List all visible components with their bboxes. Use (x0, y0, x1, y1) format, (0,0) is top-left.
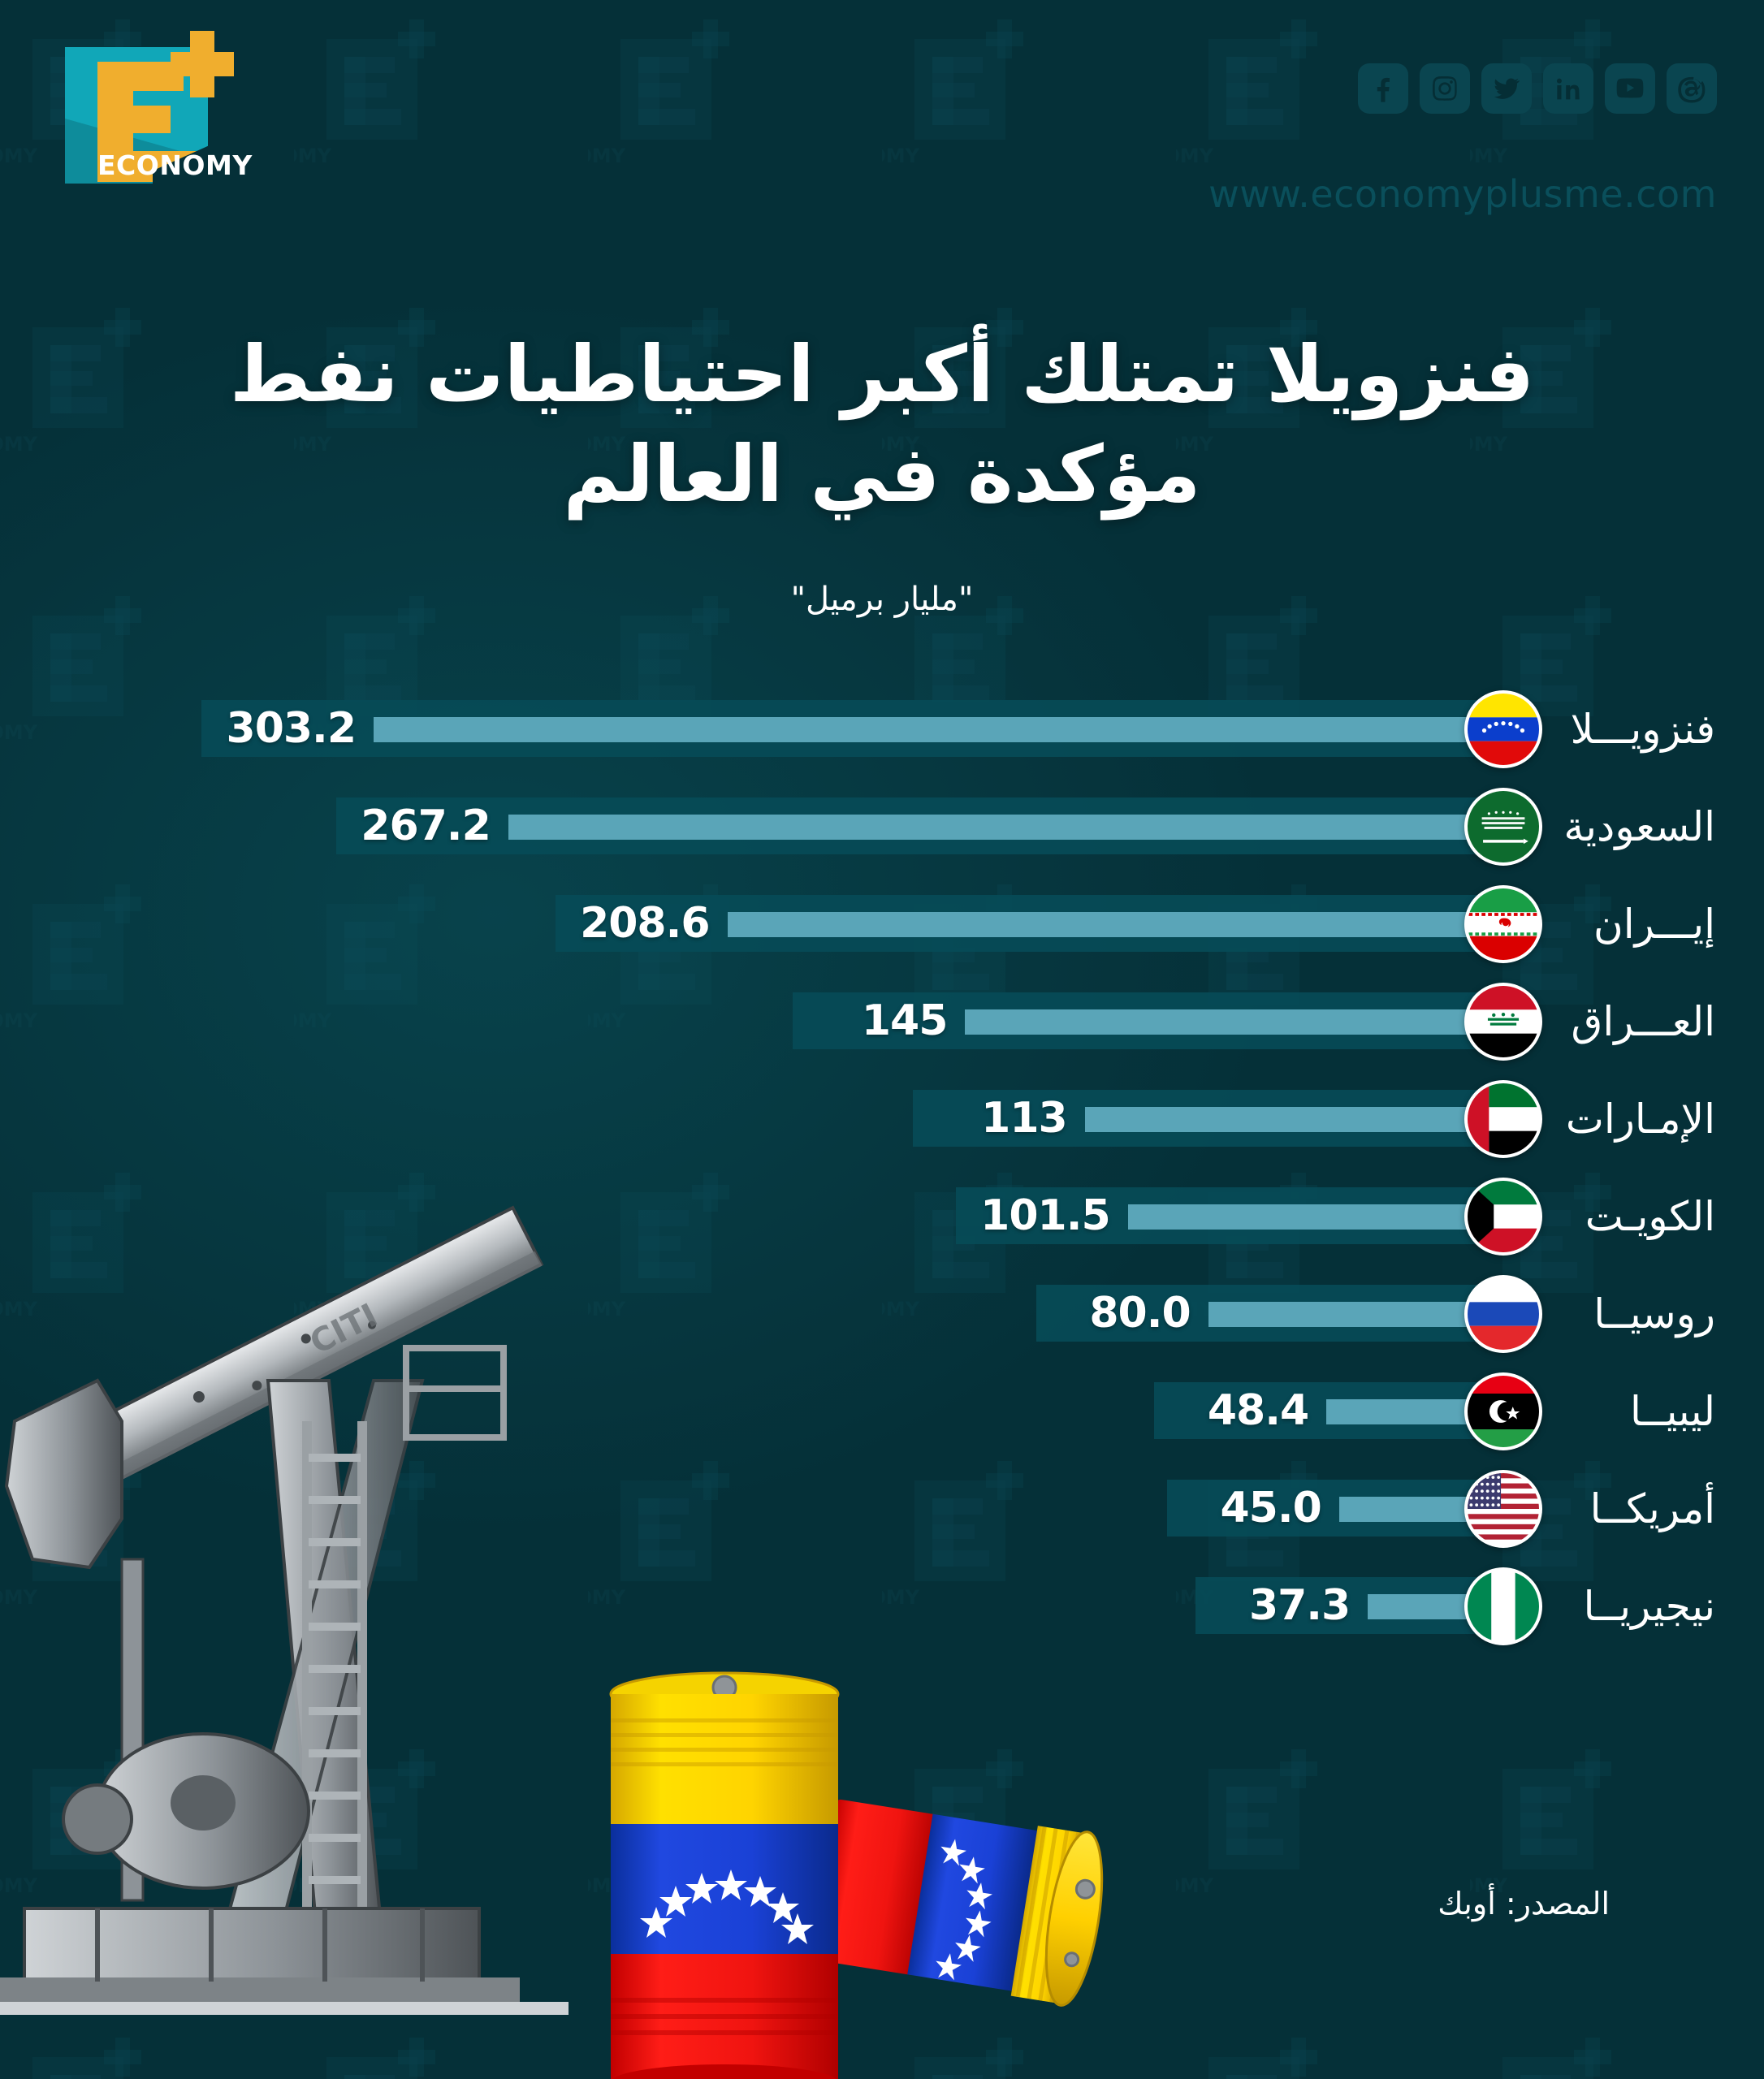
bar-value-label: 303.2 (226, 704, 357, 753)
bar-fill (965, 1009, 1507, 1035)
logo-e-mid (97, 106, 171, 133)
threads-icon[interactable] (1667, 63, 1717, 114)
twitter-icon[interactable] (1481, 63, 1532, 114)
youtube-icon[interactable] (1605, 63, 1655, 114)
chart-row: 267.2 السعودية (0, 784, 1764, 881)
chart-row: 80.0 روسيــا (0, 1271, 1764, 1368)
bar-value-label: 113 (981, 1094, 1068, 1143)
source-note: المصدر: أوبك (1438, 1886, 1610, 1921)
logo-plus-horizontal (171, 52, 234, 76)
chart-row: 208.6 إيـــران (0, 881, 1764, 979)
bar-value-label: 145 (861, 996, 949, 1045)
flag-icon-uae (1464, 1080, 1542, 1158)
bar-value-label: 45.0 (1220, 1484, 1321, 1532)
country-name-label: نيجيريــا (1583, 1583, 1715, 1630)
brand-logo[interactable]: ECONOMY (47, 23, 258, 187)
chart-row: 113 الإمـارات (0, 1076, 1764, 1173)
bar-value-label: 48.4 (1207, 1386, 1309, 1435)
flag-icon-iraq (1464, 983, 1542, 1061)
bar-value-label: 101.5 (980, 1191, 1110, 1240)
flag-icon-venezuela (1464, 690, 1542, 768)
instagram-icon[interactable] (1420, 63, 1470, 114)
flag-icon-nigeria (1464, 1567, 1542, 1645)
bar-fill (374, 717, 1507, 742)
flag-icon-usa (1464, 1470, 1542, 1548)
oil-barrels-venezuela-image (569, 1657, 1137, 2079)
country-name-label: الإمـارات (1565, 1096, 1715, 1143)
chart-row: 303.2 فنزويـــلا (0, 686, 1764, 784)
chart-row: 45.0 أمريكــا (0, 1466, 1764, 1563)
bar-fill (508, 815, 1507, 840)
country-name-label: الكويـت (1585, 1193, 1715, 1240)
chart-row: 145 العـــراق (0, 979, 1764, 1076)
chart-row: 48.4 ليبيــا (0, 1368, 1764, 1466)
country-name-label: روسيــا (1593, 1290, 1715, 1338)
bar-fill (1084, 1107, 1507, 1132)
website-url[interactable]: www.economyplusme.com (1208, 172, 1717, 216)
linkedin-icon[interactable] (1543, 63, 1593, 114)
country-name-label: إيـــران (1593, 901, 1715, 948)
bar-value-label: 208.6 (580, 899, 710, 948)
bar-fill (727, 912, 1507, 937)
flag-icon-libya (1464, 1372, 1542, 1450)
country-name-label: ليبيــا (1629, 1388, 1715, 1435)
flag-icon-iran (1464, 885, 1542, 963)
country-name-label: أمريكــا (1589, 1485, 1715, 1532)
country-name-label: السعودية (1563, 803, 1715, 850)
page-title: فنزويلا تمتلك أكبر احتياطيات نفط مؤكدة ف… (229, 329, 1535, 520)
bar-fill (1208, 1302, 1507, 1327)
bar-fill (1127, 1204, 1507, 1230)
page-subtitle: "مليار برميل" (790, 581, 974, 618)
social-links (1358, 63, 1717, 114)
country-name-label: فنزويـــلا (1570, 706, 1715, 753)
flag-icon-saudi-arabia (1464, 788, 1542, 866)
bar-value-label: 37.3 (1248, 1581, 1351, 1630)
bar-value-label: 267.2 (361, 802, 491, 850)
bar-value-label: 80.0 (1089, 1289, 1191, 1338)
facebook-icon[interactable] (1358, 63, 1408, 114)
flag-icon-kuwait (1464, 1178, 1542, 1256)
horizontal-bar-chart: 303.2 فنزويـــلا 267.2 السعودية 208.6 إيـــرا… (0, 686, 1764, 1661)
country-name-label: العـــراق (1571, 998, 1715, 1045)
chart-row: 37.3 نيجيريــا (0, 1563, 1764, 1661)
chart-row: 101.5 الكويـت (0, 1173, 1764, 1271)
logo-wordmark: ECONOMY (97, 149, 253, 181)
flag-icon-russia (1464, 1275, 1542, 1353)
